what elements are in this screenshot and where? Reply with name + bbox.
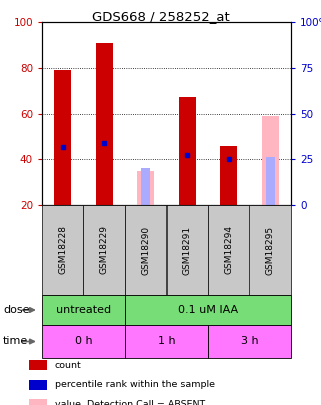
Bar bbox=[55, 70, 71, 205]
Text: GSM18295: GSM18295 bbox=[266, 226, 275, 275]
Bar bbox=[262, 116, 279, 205]
Bar bbox=[137, 171, 154, 205]
Text: GSM18229: GSM18229 bbox=[100, 226, 109, 275]
Text: dose: dose bbox=[3, 305, 30, 315]
Bar bbox=[141, 168, 150, 205]
Bar bbox=[96, 43, 113, 205]
Text: time: time bbox=[3, 337, 29, 347]
Text: count: count bbox=[55, 361, 81, 370]
Text: value, Detection Call = ABSENT: value, Detection Call = ABSENT bbox=[55, 400, 205, 405]
Text: 3 h: 3 h bbox=[241, 337, 258, 347]
Text: 1 h: 1 h bbox=[158, 337, 175, 347]
Text: 0 h: 0 h bbox=[75, 337, 92, 347]
Text: GSM18291: GSM18291 bbox=[183, 226, 192, 275]
Text: percentile rank within the sample: percentile rank within the sample bbox=[55, 380, 214, 389]
Text: GDS668 / 258252_at: GDS668 / 258252_at bbox=[91, 10, 230, 23]
Text: GSM18294: GSM18294 bbox=[224, 226, 233, 275]
Text: GSM18228: GSM18228 bbox=[58, 226, 67, 275]
Bar bbox=[266, 157, 275, 205]
Bar bbox=[221, 145, 237, 205]
Text: GSM18290: GSM18290 bbox=[141, 226, 150, 275]
Bar bbox=[179, 98, 195, 205]
Text: 0.1 uM IAA: 0.1 uM IAA bbox=[178, 305, 238, 315]
Text: untreated: untreated bbox=[56, 305, 111, 315]
